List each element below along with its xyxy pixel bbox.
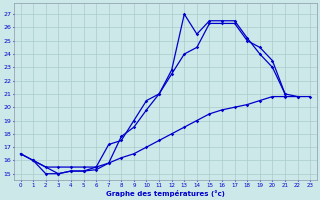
X-axis label: Graphe des températures (°c): Graphe des températures (°c)	[106, 190, 225, 197]
